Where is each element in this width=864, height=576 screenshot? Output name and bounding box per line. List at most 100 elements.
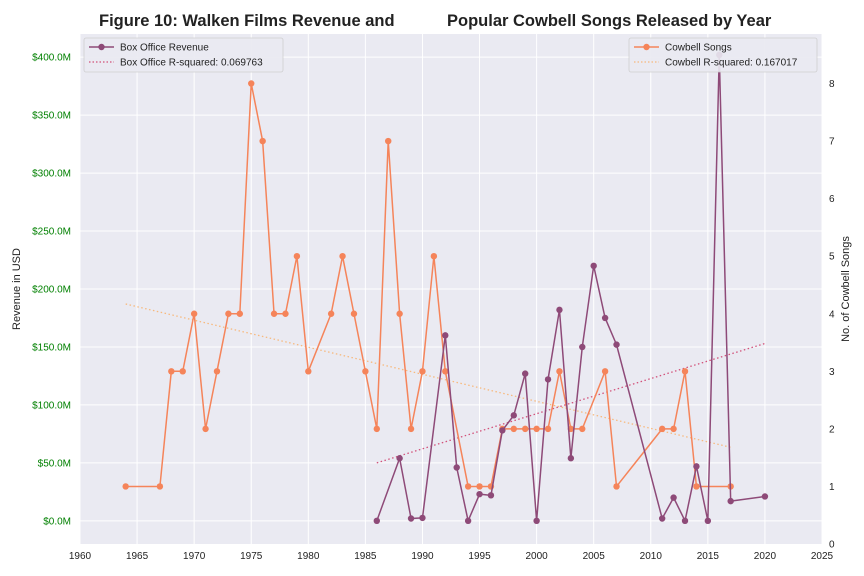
x-tick-label: 1975	[240, 551, 263, 562]
box-office-point	[373, 517, 380, 525]
cowbell-point	[213, 368, 221, 375]
cowbell-point	[510, 425, 517, 433]
y-right-tick-label: 5	[829, 252, 835, 263]
grid	[79, 34, 823, 544]
y-right-tick-label: 2	[829, 424, 835, 435]
box-office-point	[442, 332, 449, 339]
box-office-point	[761, 493, 769, 500]
x-tick-label: 1990	[411, 551, 434, 562]
x-tick-label: 2020	[754, 551, 777, 562]
legend-box-office-marker	[98, 43, 105, 51]
y-axis-right: 0 1 2 3 4 5 6 7 8	[829, 79, 835, 550]
box-office-point	[533, 517, 540, 525]
cowbell-point	[670, 425, 677, 433]
cowbell-point	[556, 368, 563, 375]
cowbell-point	[522, 425, 529, 433]
cowbell-point	[305, 368, 312, 375]
x-tick-label: 1995	[468, 551, 491, 562]
box-office-point	[579, 343, 586, 351]
cowbell-point	[168, 368, 175, 375]
cowbell-point	[327, 310, 335, 317]
legend-box-office-trend-label: Box Office R-squared: 0.069763	[120, 58, 263, 69]
y-right-tick-label: 4	[829, 309, 835, 320]
box-office-point	[464, 517, 472, 525]
cowbell-point	[248, 80, 255, 87]
chart-title-right: Popular Cowbell Songs Released by Year	[447, 12, 772, 30]
x-axis: 1960 1965 1970 1975 1980 1985 1990 1995 2000 2005…	[69, 551, 834, 562]
box-office-point	[590, 262, 597, 270]
legend-right: Cowbell Songs Cowbell R-squared: 0.16701…	[628, 37, 818, 73]
cowbell-point	[579, 425, 586, 433]
y-left-tick-label: $0.0M	[43, 516, 71, 527]
cowbell-point	[350, 310, 358, 317]
cowbell-point	[658, 425, 666, 433]
y-left-tick-label: $50.0M	[38, 458, 71, 469]
x-tick-label: 1980	[297, 551, 320, 562]
chart-title-left: Figure 10: Walken Films Revenue and	[99, 12, 395, 30]
box-office-point	[453, 464, 460, 471]
cowbell-point	[407, 425, 415, 433]
box-office-point	[693, 463, 700, 470]
box-office-point	[613, 341, 620, 348]
cowbell-point	[339, 252, 346, 260]
y-right-tick-label: 8	[829, 79, 835, 90]
box-office-point	[510, 412, 517, 419]
cowbell-point	[693, 483, 700, 490]
legend-right-box	[628, 37, 818, 73]
cowbell-point	[156, 483, 164, 490]
y-left-tick-label: $250.0M	[32, 227, 71, 238]
cowbell-point	[259, 137, 266, 145]
cowbell-point	[190, 310, 198, 317]
y-axis-left-label: Revenue in USD	[11, 248, 23, 330]
x-tick-label: 2000	[525, 551, 548, 562]
cowbell-point	[225, 310, 232, 317]
box-office-point	[396, 455, 403, 462]
y-left-tick-label: $350.0M	[32, 111, 71, 122]
series	[122, 51, 769, 525]
box-office-point	[567, 455, 575, 462]
box-office-point	[681, 517, 689, 525]
cowbell-point	[430, 252, 438, 260]
cowbell-point	[464, 483, 472, 490]
cowbell-point	[544, 425, 552, 433]
cowbell-point	[601, 368, 609, 375]
x-tick-label: 1970	[183, 551, 206, 562]
x-tick-label: 2015	[697, 551, 720, 562]
y-right-tick-label: 1	[829, 482, 835, 493]
legend-cowbell-marker	[643, 43, 650, 51]
y-right-tick-label: 6	[829, 194, 835, 205]
box-office-point	[544, 376, 552, 383]
cowbell-point	[282, 310, 289, 317]
y-left-tick-label: $100.0M	[32, 400, 71, 411]
box-office-point	[727, 497, 734, 505]
y-axis-right-label: No. of Cowbell Songs	[840, 236, 852, 342]
y-left-tick-label: $150.0M	[32, 342, 71, 353]
y-right-tick-label: 0	[829, 540, 835, 551]
cowbell-point	[476, 483, 483, 490]
y-right-tick-label: 7	[829, 137, 835, 148]
legend-cowbell-trend-label: Cowbell R-squared: 0.167017	[665, 58, 798, 69]
cowbell-point	[385, 137, 392, 145]
cowbell-point	[442, 368, 449, 375]
x-tick-label: 1960	[69, 551, 92, 562]
box-office-point	[670, 494, 677, 501]
cowbell-point	[533, 425, 540, 433]
cowbell-point	[419, 368, 426, 375]
cowbell-point	[236, 310, 244, 317]
box-office-point	[522, 370, 529, 377]
box-office-line	[376, 54, 766, 522]
y-right-tick-label: 3	[829, 367, 835, 378]
box-office-point	[476, 490, 483, 498]
x-tick-label: 1965	[126, 551, 149, 562]
x-tick-label: 1985	[354, 551, 377, 562]
box-office-point	[407, 515, 415, 522]
cowbell-point	[179, 368, 186, 375]
cowbell-point	[613, 483, 620, 490]
box-office-point	[601, 314, 609, 322]
legend-box-office-label: Box Office Revenue	[120, 43, 209, 54]
cowbell-point	[362, 368, 369, 375]
x-tick-label: 2010	[640, 551, 663, 562]
y-left-tick-label: $400.0M	[32, 53, 71, 64]
legend-left-box	[83, 37, 284, 73]
